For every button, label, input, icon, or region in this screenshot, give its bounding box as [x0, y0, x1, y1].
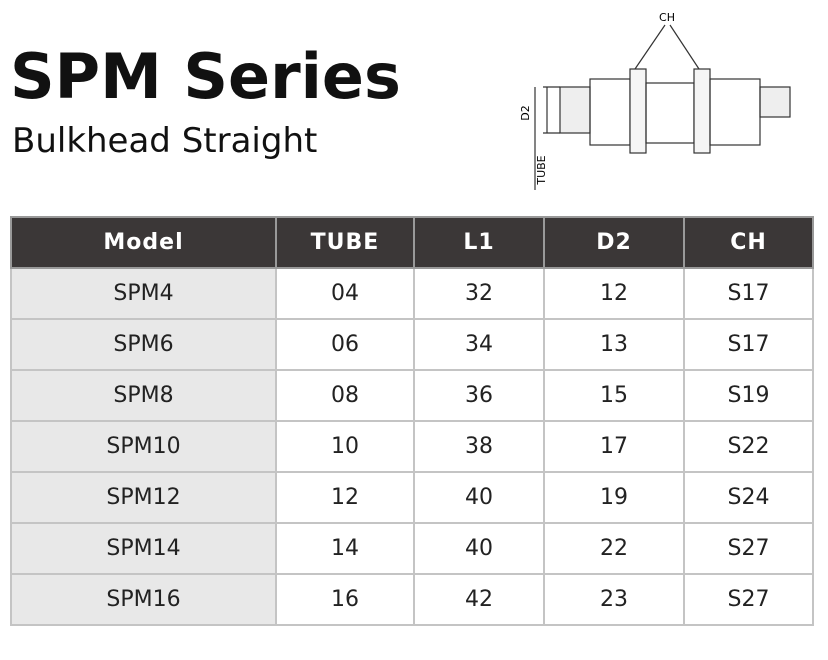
table-cell: 42: [413, 573, 545, 626]
table-cell: 12: [275, 471, 415, 524]
table-cell: S17: [683, 318, 814, 371]
diagram-label: TUBE: [535, 155, 548, 185]
table-cell: 06: [275, 318, 415, 371]
table-row: SPM14 14 40 22 S27: [10, 522, 814, 575]
table-cell: S22: [683, 420, 814, 473]
table-cell: 19: [543, 471, 685, 524]
table-cell: 34: [413, 318, 545, 371]
header-row: Model TUBE L1 D2 CH: [10, 216, 814, 269]
table-row: SPM16 16 42 23 S27: [10, 573, 814, 626]
table-cell: S27: [683, 573, 814, 626]
diagram-label: CH: [659, 11, 675, 24]
table-row: SPM6 06 34 13 S17: [10, 318, 814, 371]
table-cell: SPM10: [10, 420, 277, 473]
table-body: SPM4 04 32 12 S17 SPM6 06 34 13 S17 SPM8 08 36 15 S19 S…: [10, 267, 814, 626]
table-cell: 36: [413, 369, 545, 422]
column-header: Model: [10, 216, 277, 269]
table-cell: SPM14: [10, 522, 277, 575]
table-cell: SPM12: [10, 471, 277, 524]
table-cell: SPM4: [10, 267, 277, 320]
table-cell: S24: [683, 471, 814, 524]
table-row: SPM12 12 40 19 S24: [10, 471, 814, 524]
table-cell: 32: [413, 267, 545, 320]
table-cell: 40: [413, 522, 545, 575]
column-header: CH: [683, 216, 814, 269]
column-header: D2: [543, 216, 685, 269]
table-cell: 38: [413, 420, 545, 473]
table-cell: 16: [275, 573, 415, 626]
table-cell: 23: [543, 573, 685, 626]
table-cell: 17: [543, 420, 685, 473]
table-cell: 15: [543, 369, 685, 422]
table-cell: S19: [683, 369, 814, 422]
table-cell: 08: [275, 369, 415, 422]
subtitle: Bulkhead Straight: [12, 121, 318, 161]
column-header: TUBE: [275, 216, 415, 269]
table-cell: S17: [683, 267, 814, 320]
table-cell: SPM16: [10, 573, 277, 626]
spec-table: Model TUBE L1 D2 CH SPM4 04 32 12 S17 SPM6 06 34 13 S…: [10, 216, 814, 626]
table-cell: 04: [275, 267, 415, 320]
title: SPM Series: [10, 40, 401, 113]
table-cell: 12: [543, 267, 685, 320]
table-row: SPM8 08 36 15 S19: [10, 369, 814, 422]
table-row: SPM10 10 38 17 S22: [10, 420, 814, 473]
table-cell: 40: [413, 471, 545, 524]
column-header: L1: [413, 216, 545, 269]
table-cell: SPM6: [10, 318, 277, 371]
table-cell: 22: [543, 522, 685, 575]
table-cell: 14: [275, 522, 415, 575]
table-cell: 13: [543, 318, 685, 371]
diagram-label: D2: [519, 105, 532, 120]
table-cell: 10: [275, 420, 415, 473]
fitting-diagram: CH D2 TUBE: [519, 11, 791, 190]
table-row: SPM4 04 32 12 S17: [10, 267, 814, 320]
table-cell: SPM8: [10, 369, 277, 422]
table-cell: S27: [683, 522, 814, 575]
